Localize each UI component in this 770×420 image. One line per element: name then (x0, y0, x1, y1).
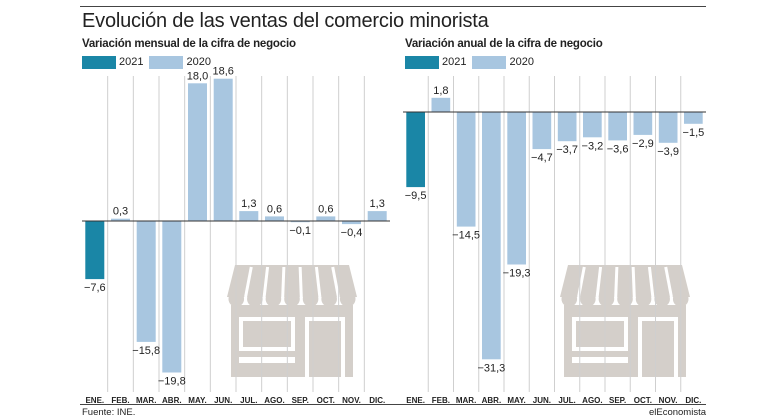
value-label: −14,5 (452, 230, 480, 242)
bar-feb (111, 218, 130, 221)
tick-label: OCT. (317, 396, 335, 405)
tick-label: ABR. (482, 396, 502, 405)
tick-label: NOV. (342, 396, 361, 405)
tick-label: JUN. (214, 396, 232, 405)
value-label: 18,0 (187, 70, 208, 82)
monthly-variation-chart: −7,6 0,3 −15,8 −19,8 18,0 18,6 1,3 0,6 −0,1 0,6 −0… (82, 66, 390, 405)
value-label: −3,2 (582, 140, 604, 152)
brand-credit: elEconomista (648, 407, 706, 418)
bar-abr (482, 112, 501, 360)
bar-may (188, 83, 207, 221)
page-title: Evolución de las ventas del comercio min… (82, 10, 489, 32)
legend-swatch-2020 (149, 55, 184, 69)
value-label: −1,5 (683, 127, 705, 139)
left-legend: 2021 2020 (82, 55, 217, 69)
value-label: −3,9 (657, 146, 679, 158)
value-label: −4,7 (531, 152, 553, 164)
bottom-rule (80, 404, 706, 405)
left-chart-subtitle: Variación mensual de la cifra de negocio (82, 38, 296, 50)
bar-jul (239, 211, 259, 221)
value-label: 1,8 (433, 85, 448, 97)
legend-swatch-2021 (82, 55, 116, 69)
tick-label: SEP. (609, 396, 626, 405)
value-label: −0,1 (289, 225, 311, 237)
value-label: 18,6 (212, 66, 233, 78)
bar-abr (162, 221, 182, 373)
tick-label: NOV. (659, 396, 678, 405)
tick-label: JUN. (533, 396, 551, 405)
bar-jun (213, 78, 233, 221)
storefront-icon (227, 265, 357, 377)
tick-label: MAY. (188, 396, 206, 405)
source-note: Fuente: INE. (82, 407, 136, 418)
tick-label: OCT. (634, 396, 652, 405)
top-rule (80, 6, 706, 7)
bar-mar (136, 221, 156, 342)
value-label: −0,4 (341, 227, 363, 239)
bar-mar (456, 112, 476, 227)
value-label: −31,3 (477, 362, 505, 374)
annual-variation-chart: −9,5 1,8 −14,5 −31,3 −19,3 −4,7−3,7 −3,2 −3,6 −2… (403, 76, 706, 405)
bar-may (507, 112, 526, 265)
tick-label: AGO. (264, 396, 284, 405)
tick-label: FEB. (111, 396, 129, 405)
bar-nov (658, 112, 678, 143)
tick-label: MAR. (136, 396, 156, 405)
tick-label: FEB. (432, 396, 450, 405)
tick-label: MAR. (456, 396, 476, 405)
legend-swatch-2020 (472, 55, 507, 69)
bar-nov (342, 221, 361, 225)
bar-sep (608, 112, 627, 141)
value-label: 1,3 (370, 198, 385, 210)
bar-sep (290, 221, 310, 223)
value-label: −3,7 (556, 144, 578, 156)
tick-label: JUL. (558, 396, 575, 405)
tick-label: SEP. (292, 396, 309, 405)
storefront-icon (560, 265, 690, 377)
tick-label: JUL. (240, 396, 257, 405)
tick-label: DIC. (685, 396, 701, 405)
value-label: −7,6 (84, 282, 106, 294)
value-label: −2,9 (632, 138, 654, 150)
bar-ene (406, 112, 425, 188)
bar-ago (583, 112, 602, 138)
value-label: 0,6 (267, 203, 282, 215)
bar-oct (633, 112, 653, 135)
bar-oct (316, 216, 336, 221)
tick-label: DIC. (369, 396, 385, 405)
value-label: 0,6 (318, 203, 333, 215)
value-label: −9,5 (405, 190, 427, 202)
legend-label-2021: 2021 (442, 56, 467, 68)
bar-dic (367, 211, 387, 221)
value-label: −19,3 (503, 268, 531, 280)
tick-label: AGO. (582, 396, 602, 405)
bar-jun (532, 112, 552, 150)
value-label: 1,3 (241, 198, 256, 210)
legend-label-2020: 2020 (186, 56, 211, 68)
right-chart-subtitle: Variación anual de la cifra de negocio (405, 38, 603, 50)
value-label: −3,6 (607, 143, 629, 155)
tick-label: MAY. (507, 396, 525, 405)
bar-dic (684, 112, 703, 124)
tick-label: ENE. (85, 396, 104, 405)
bar-ene (85, 221, 105, 280)
value-label: −15,8 (132, 345, 160, 357)
bar-ago (265, 216, 284, 221)
right-legend: 2021 2020 (405, 55, 540, 69)
legend-label-2020: 2020 (509, 56, 534, 68)
value-label: 0,3 (113, 206, 128, 218)
legend-swatch-2021 (405, 55, 439, 69)
bar-feb (431, 97, 451, 112)
tick-label: ABR. (162, 396, 182, 405)
value-label: −19,8 (158, 376, 186, 388)
bar-jul (557, 112, 577, 142)
legend-label-2021: 2021 (119, 56, 144, 68)
tick-label: ENE. (406, 396, 425, 405)
